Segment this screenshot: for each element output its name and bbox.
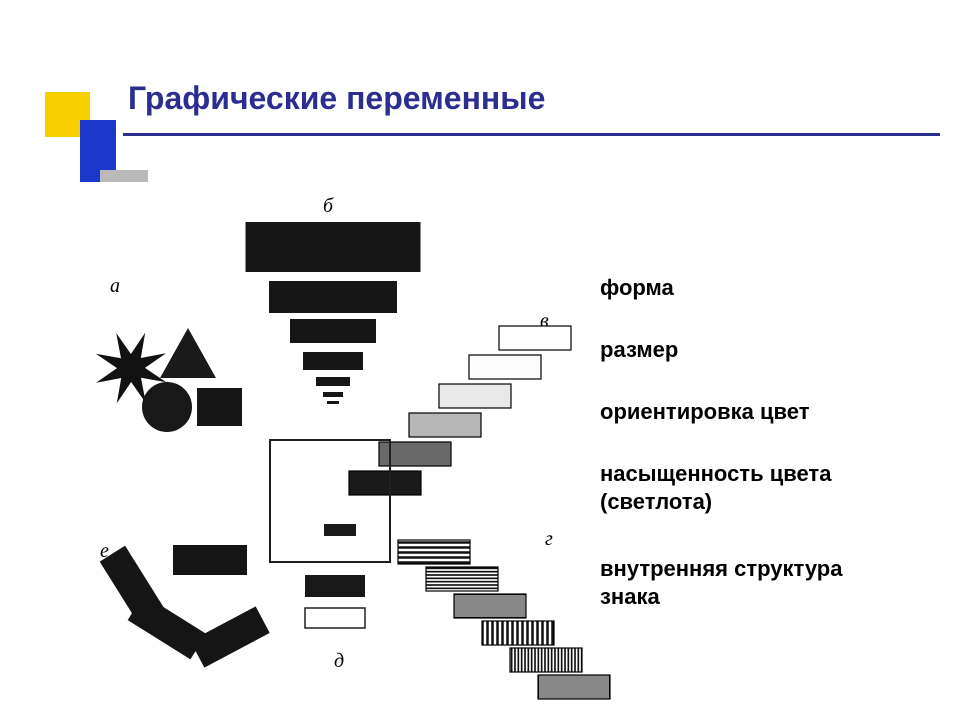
texture-step xyxy=(426,567,498,591)
group-g xyxy=(398,540,610,699)
size-bar xyxy=(303,352,363,370)
group-b xyxy=(246,222,421,404)
texture-step xyxy=(482,621,554,645)
orientation-bar xyxy=(173,545,247,575)
page: Графические переменные а б в г д е форма… xyxy=(0,0,960,720)
size-bar xyxy=(323,392,343,397)
value-step xyxy=(409,413,481,437)
orientation-bar xyxy=(128,595,207,660)
texture-step xyxy=(454,594,526,618)
texture-step xyxy=(398,540,470,564)
size-bar xyxy=(269,281,397,313)
group-a xyxy=(96,328,242,432)
saturation-box xyxy=(270,440,390,562)
circle-icon xyxy=(142,382,192,432)
value-step xyxy=(499,326,571,350)
value-step xyxy=(349,471,421,495)
texture-step xyxy=(510,648,582,672)
value-step xyxy=(439,384,511,408)
value-step xyxy=(469,355,541,379)
size-bar xyxy=(316,377,350,386)
size-bar xyxy=(290,319,376,343)
saturation-mark xyxy=(324,524,356,536)
texture-step xyxy=(538,675,610,699)
diagram-svg xyxy=(0,0,960,720)
group-e xyxy=(100,545,270,668)
d-solid-bar xyxy=(305,575,365,597)
size-bar xyxy=(246,222,421,272)
square-icon xyxy=(197,388,242,426)
group-v xyxy=(349,326,571,495)
triangle-icon xyxy=(160,328,216,378)
size-bar xyxy=(327,401,339,404)
d-outline-bar xyxy=(305,608,365,628)
orientation-bar xyxy=(190,606,269,667)
